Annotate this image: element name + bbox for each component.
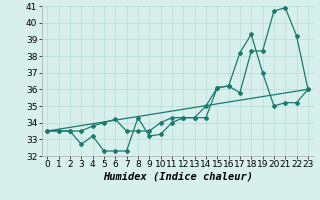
X-axis label: Humidex (Indice chaleur): Humidex (Indice chaleur) [103, 172, 252, 182]
